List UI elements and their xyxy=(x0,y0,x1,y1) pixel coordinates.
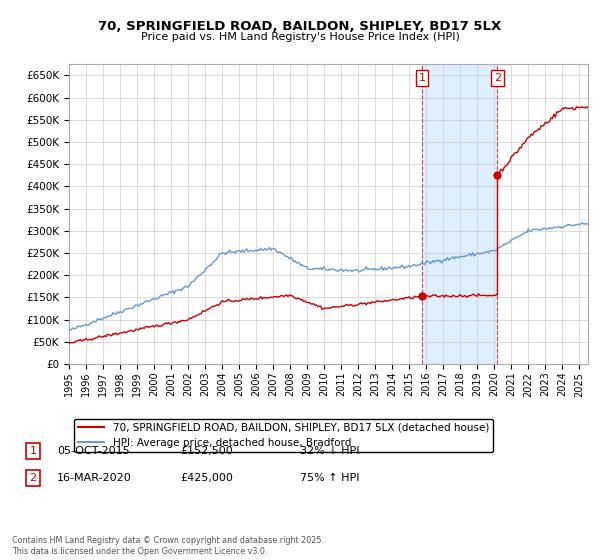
Text: 70, SPRINGFIELD ROAD, BAILDON, SHIPLEY, BD17 5LX: 70, SPRINGFIELD ROAD, BAILDON, SHIPLEY, … xyxy=(98,20,502,32)
Bar xyxy=(422,64,497,364)
Text: 2: 2 xyxy=(494,73,501,83)
Text: £425,000: £425,000 xyxy=(180,473,233,483)
Legend: 70, SPRINGFIELD ROAD, BAILDON, SHIPLEY, BD17 5LX (detached house), HPI: Average : 70, SPRINGFIELD ROAD, BAILDON, SHIPLEY, … xyxy=(74,419,493,452)
Text: Price paid vs. HM Land Registry's House Price Index (HPI): Price paid vs. HM Land Registry's House … xyxy=(140,32,460,43)
Text: 1: 1 xyxy=(29,446,37,456)
Text: 16-MAR-2020: 16-MAR-2020 xyxy=(57,473,132,483)
Text: 05-OCT-2015: 05-OCT-2015 xyxy=(57,446,130,456)
Text: 32% ↓ HPI: 32% ↓ HPI xyxy=(300,446,359,456)
Text: 1: 1 xyxy=(419,73,425,83)
Text: Contains HM Land Registry data © Crown copyright and database right 2025.
This d: Contains HM Land Registry data © Crown c… xyxy=(12,536,324,556)
Text: 2: 2 xyxy=(29,473,37,483)
Text: £152,500: £152,500 xyxy=(180,446,233,456)
Text: 75% ↑ HPI: 75% ↑ HPI xyxy=(300,473,359,483)
